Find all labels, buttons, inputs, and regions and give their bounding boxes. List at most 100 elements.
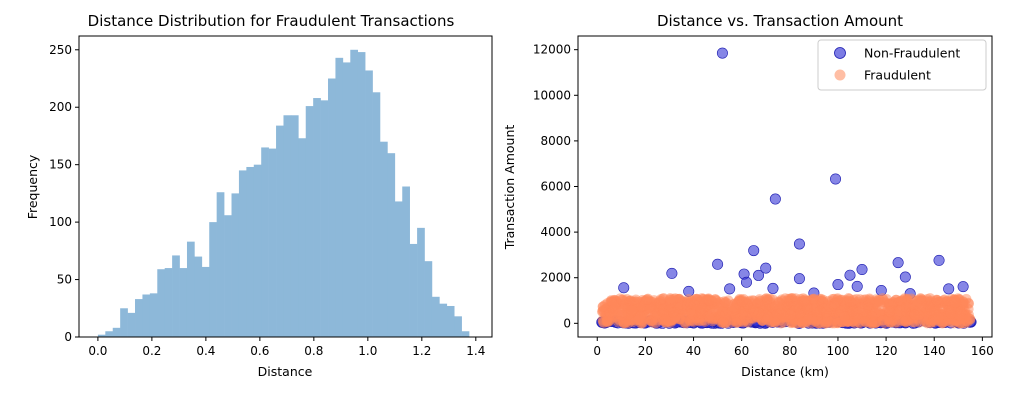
scatter-point-fraudulent	[785, 317, 797, 329]
scatter-point-fraudulent	[641, 294, 652, 305]
scatter-legend: Non-Fraudulent Fraudulent	[817, 39, 987, 91]
scatter-point-fraudulent	[742, 317, 754, 328]
scatter-point-fraudulent	[953, 309, 965, 321]
scatter-y-tick-label: 8000	[540, 134, 571, 148]
histogram-x-tick-label: 0.6	[250, 344, 269, 358]
scatter-point-fraudulent	[762, 311, 774, 323]
scatter-point-fraudulent	[790, 293, 801, 304]
scatter-x-tick-label: 60	[734, 344, 749, 358]
scatter-point-fraudulent	[933, 312, 944, 323]
scatter-points	[596, 47, 977, 329]
scatter-point-non-fraudulent	[851, 280, 863, 292]
scatter-point-non-fraudulent	[716, 47, 728, 59]
scatter-point-fraudulent	[626, 305, 638, 316]
histogram-bar	[365, 70, 373, 338]
scatter-x-tick-label: 40	[686, 344, 701, 358]
legend-marker-non-fraudulent	[834, 47, 846, 59]
scatter-point-fraudulent	[925, 304, 936, 316]
histogram-bar	[135, 299, 143, 337]
scatter-point-fraudulent	[791, 301, 802, 312]
histogram-bar	[142, 294, 151, 337]
scatter-point-non-fraudulent	[753, 269, 765, 281]
scatter-point-fraudulent	[761, 294, 773, 305]
histogram-bar	[350, 49, 359, 338]
histogram-bar	[305, 106, 314, 337]
histogram-bar	[446, 305, 455, 337]
scatter-point-non-fraudulent	[892, 257, 904, 269]
scatter-point-fraudulent	[823, 301, 835, 312]
scatter-point-fraudulent	[686, 295, 697, 307]
scatter-point-fraudulent	[950, 297, 961, 308]
scatter-point-fraudulent	[931, 295, 943, 306]
histogram-bar	[112, 327, 121, 337]
scatter-point-fraudulent	[773, 297, 785, 309]
histogram-bars	[97, 49, 470, 338]
histogram-bar	[320, 100, 329, 337]
histogram-bar	[253, 164, 262, 337]
scatter-point-fraudulent	[668, 293, 679, 305]
histogram-bar	[431, 296, 440, 337]
histogram-bar	[342, 62, 351, 337]
histogram-bar	[409, 243, 418, 337]
scatter-point-fraudulent	[888, 296, 899, 308]
histogram-bar	[387, 153, 396, 337]
scatter-point-fraudulent	[801, 303, 813, 314]
scatter-x-tick-label: 160	[971, 344, 994, 358]
scatter-point-non-fraudulent	[769, 193, 781, 205]
histogram-y-label: Frequency	[25, 154, 40, 219]
scatter-point-fraudulent	[616, 309, 627, 321]
scatter-y-tick-label: 6000	[540, 180, 571, 194]
scatter-y-ticks: 0 2000 4000 6000 8000 10000 12000	[533, 43, 578, 330]
scatter-y-tick-label: 4000	[540, 225, 571, 239]
histogram-bar	[105, 331, 114, 337]
histogram-y-tick-label: 200	[49, 100, 72, 114]
scatter-x-tick-label: 140	[923, 344, 946, 358]
scatter-point-non-fraudulent	[767, 282, 779, 294]
histogram-bar	[201, 266, 210, 337]
scatter-point-non-fraudulent	[793, 273, 805, 285]
scatter-point-fraudulent	[597, 301, 609, 312]
scatter-point-non-fraudulent	[724, 283, 736, 295]
scatter-chart: Distance vs. Transaction Amount 0 20 40 60 8…	[502, 12, 994, 379]
scatter-point-fraudulent	[778, 310, 789, 322]
histogram-x-ticks: 0.0 0.2 0.4 0.6 0.8 1.0 1.2 1.4	[88, 337, 485, 358]
histogram-title: Distance Distribution for Fraudulent Tra…	[88, 12, 455, 30]
scatter-point-non-fraudulent	[748, 245, 760, 257]
histogram-bar	[439, 303, 448, 337]
histogram-bar	[379, 141, 388, 337]
scatter-point-non-fraudulent	[740, 276, 752, 288]
histogram-y-tick-label: 50	[57, 273, 72, 287]
histogram-x-tick-label: 1.4	[466, 344, 485, 358]
scatter-point-fraudulent	[618, 317, 630, 329]
scatter-y-tick-label: 10000	[533, 88, 571, 102]
scatter-point-non-fraudulent	[760, 262, 772, 274]
histogram-bar	[283, 115, 292, 337]
scatter-point-non-fraudulent	[957, 281, 969, 293]
histogram-bar	[290, 115, 299, 337]
histogram-bar	[224, 215, 232, 337]
legend-label-fraudulent: Fraudulent	[864, 68, 931, 83]
scatter-point-fraudulent	[845, 296, 856, 307]
histogram-bar	[313, 98, 321, 337]
histogram-y-tick-label: 100	[49, 215, 72, 229]
scatter-point-fraudulent	[837, 294, 848, 306]
scatter-point-fraudulent	[655, 294, 666, 305]
histogram-chart: Distance Distribution for Fraudulent Tra…	[25, 12, 493, 379]
histogram-bar	[261, 147, 269, 337]
histogram-bar	[172, 255, 180, 337]
scatter-point-fraudulent	[736, 296, 748, 307]
scatter-x-tick-label: 120	[875, 344, 898, 358]
histogram-bar	[372, 92, 381, 338]
scatter-point-non-fraudulent	[899, 271, 911, 283]
scatter-x-tick-label: 80	[782, 344, 797, 358]
scatter-point-non-fraudulent	[712, 258, 724, 270]
scatter-x-tick-label: 20	[638, 344, 653, 358]
scatter-title: Distance vs. Transaction Amount	[657, 12, 903, 30]
scatter-point-fraudulent	[633, 314, 644, 326]
scatter-x-ticks: 0 20 40 60 80 100 120 140 160	[593, 337, 994, 358]
histogram-y-tick-label: 150	[49, 158, 72, 172]
histogram-bar	[209, 222, 217, 337]
histogram-bar	[120, 308, 128, 337]
scatter-point-fraudulent	[915, 297, 927, 309]
histogram-x-tick-label: 0.2	[142, 344, 161, 358]
